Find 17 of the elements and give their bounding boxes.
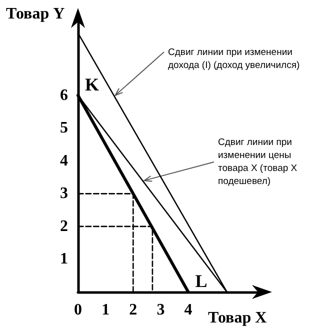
annotation: K xyxy=(85,74,100,94)
y-tick-label: 2 xyxy=(60,218,68,235)
annotation: L xyxy=(195,271,208,291)
x-tick-label: 3 xyxy=(156,302,165,318)
x-axis-title: Товар X xyxy=(208,310,268,326)
y-tick-label: 3 xyxy=(60,185,68,202)
y-axis-title: Товар Y xyxy=(6,6,66,22)
y-tick-label: 6 xyxy=(60,86,68,104)
y-tick-label: 4 xyxy=(60,152,68,170)
x-tick-label: 4 xyxy=(184,302,192,318)
x-tick-label: 0 xyxy=(74,302,82,318)
x-tick-label: 1 xyxy=(102,302,110,318)
y-tick-label: 1 xyxy=(60,250,68,268)
y-tick-label: 5 xyxy=(60,120,68,137)
annotation: Сдвиг линии при изменении дохода (I) (доход увеличился) xyxy=(168,47,300,71)
x-tick-label: 2 xyxy=(129,302,138,318)
annotation: Сдвиг линии при изменении цены товара X (товар X подешевел) xyxy=(218,137,300,187)
